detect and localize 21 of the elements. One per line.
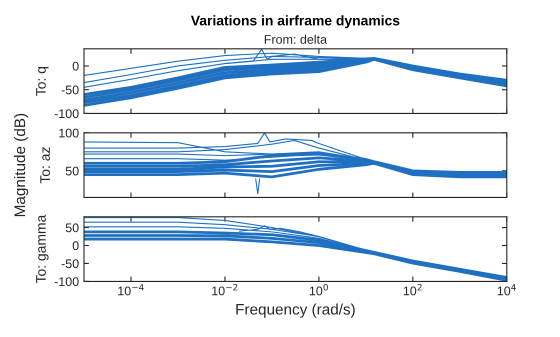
y-tick-label: 0	[72, 241, 79, 250]
y-axis-title: To: gamma	[36, 214, 49, 284]
text: Magnitude (dB)	[14, 114, 28, 216]
x-tick-label: 10$^{2}$	[404, 284, 422, 296]
y-tick-label: 50	[66, 166, 79, 176]
x-tick-label: 10$^{0}$	[310, 284, 328, 296]
x-axis-title: Frequency (rad/s)	[236, 303, 355, 318]
y-tick-label: -100	[54, 109, 79, 118]
y-tick-label: 50	[66, 223, 79, 232]
y-tick-label: -100	[54, 277, 79, 286]
chart-subtitle: From: delta	[264, 34, 328, 44]
x-tick-label: 10$^{4}$	[498, 284, 516, 296]
x-tick-label: 10$^{−4}$	[118, 284, 144, 296]
chart-title: Variations in airframe dynamics	[190, 15, 400, 28]
y-tick-label: -50	[62, 259, 79, 268]
y-axis-title: To: az	[40, 147, 50, 184]
y-tick-label: 0	[72, 62, 79, 71]
y-tick-label: -50	[62, 86, 79, 94]
y-axis-title: To: q	[36, 66, 49, 96]
y-tick-label: 100	[59, 128, 79, 138]
x-tick-label: 10$^{−2}$	[212, 284, 238, 296]
